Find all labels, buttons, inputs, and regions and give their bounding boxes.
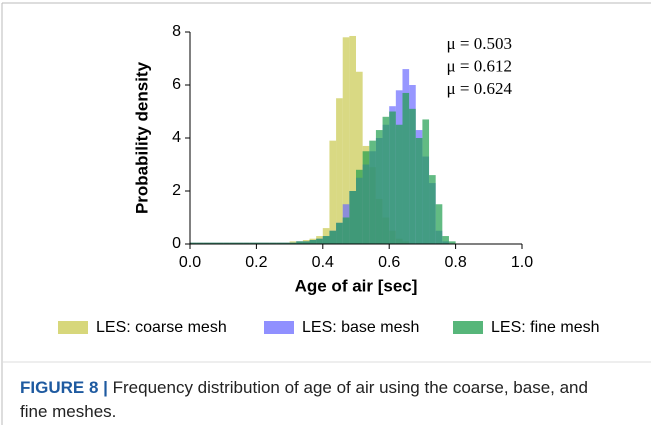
histogram-bar [296, 241, 303, 244]
legend-label: LES: base mesh [302, 319, 419, 336]
histogram-bar [415, 138, 423, 244]
histogram-bar [336, 222, 343, 244]
histogram-bar [316, 238, 323, 244]
x-tick-label: 0.6 [378, 254, 400, 271]
histogram-bar [409, 108, 416, 244]
histogram-bar [435, 204, 443, 244]
histogram-bar [429, 175, 436, 244]
x-tick-label: 0.0 [179, 254, 201, 271]
x-axis-label: Age of air [sec] [295, 276, 418, 295]
histogram-bar [375, 130, 383, 244]
x-tick-label: 0.8 [444, 254, 466, 271]
histogram-bar [442, 236, 449, 244]
histogram-bar [382, 116, 390, 244]
histogram-bar [422, 119, 430, 244]
x-tick-label: 0.4 [312, 254, 334, 271]
histogram-bar [342, 37, 350, 244]
histogram-bar [203, 242, 210, 244]
histogram-bar [289, 242, 297, 244]
y-axis-label: Probability density [132, 61, 151, 214]
histogram-bar [369, 140, 376, 244]
y-tick-label: 8 [172, 23, 181, 40]
histogram-bar [223, 242, 230, 244]
histogram-bar [256, 242, 264, 244]
histogram-bar [196, 242, 204, 244]
histogram-bar [209, 242, 217, 244]
legend-label: LES: fine mesh [491, 319, 600, 336]
annotation: μ = 0.624 [447, 79, 513, 98]
histogram-bar [448, 241, 456, 244]
histogram-bar [349, 35, 356, 244]
caption: FIGURE 8 | Frequency distribution of age… [20, 376, 620, 424]
histogram-bar [309, 240, 317, 244]
histogram-bar [302, 241, 310, 244]
histogram-bar [336, 98, 343, 244]
legend-swatch [58, 321, 88, 334]
histogram-bar [389, 111, 396, 244]
caption-text: Frequency distribution of age of air usi… [20, 378, 588, 421]
y-tick-label: 4 [172, 129, 181, 146]
histogram-bar [342, 217, 350, 244]
histogram-bar [236, 242, 244, 244]
histogram-bar [322, 236, 330, 244]
histogram-bar [269, 242, 277, 244]
x-tick-label: 0.2 [245, 254, 267, 271]
annotation: μ = 0.612 [447, 56, 512, 75]
legend-swatch [264, 321, 294, 334]
annotation: μ = 0.503 [447, 34, 512, 53]
histogram-bar [263, 242, 270, 244]
histogram-bar [356, 169, 363, 244]
y-tick-label: 0 [172, 235, 181, 252]
y-tick-label: 2 [172, 182, 181, 199]
histogram-bar [276, 242, 283, 244]
histogram-bar [243, 242, 250, 244]
histogram-bar [362, 151, 370, 244]
caption-label: FIGURE 8 | [20, 378, 108, 397]
histogram-bar [402, 92, 410, 244]
y-tick-label: 6 [172, 76, 181, 93]
histogram-bar [329, 140, 337, 244]
histogram-bar [356, 71, 363, 244]
x-tick-label: 1.0 [511, 254, 533, 271]
histogram-bar [329, 230, 337, 244]
histogram-bar [249, 242, 257, 244]
histogram-bar [282, 242, 290, 244]
histogram-bar [349, 191, 356, 244]
histogram-bar [216, 242, 224, 244]
legend-label: LES: coarse mesh [96, 319, 227, 336]
histogram-bar [190, 242, 197, 244]
legend-swatch [453, 321, 483, 334]
histogram-bar [395, 124, 403, 244]
histogram-bar [229, 242, 237, 244]
